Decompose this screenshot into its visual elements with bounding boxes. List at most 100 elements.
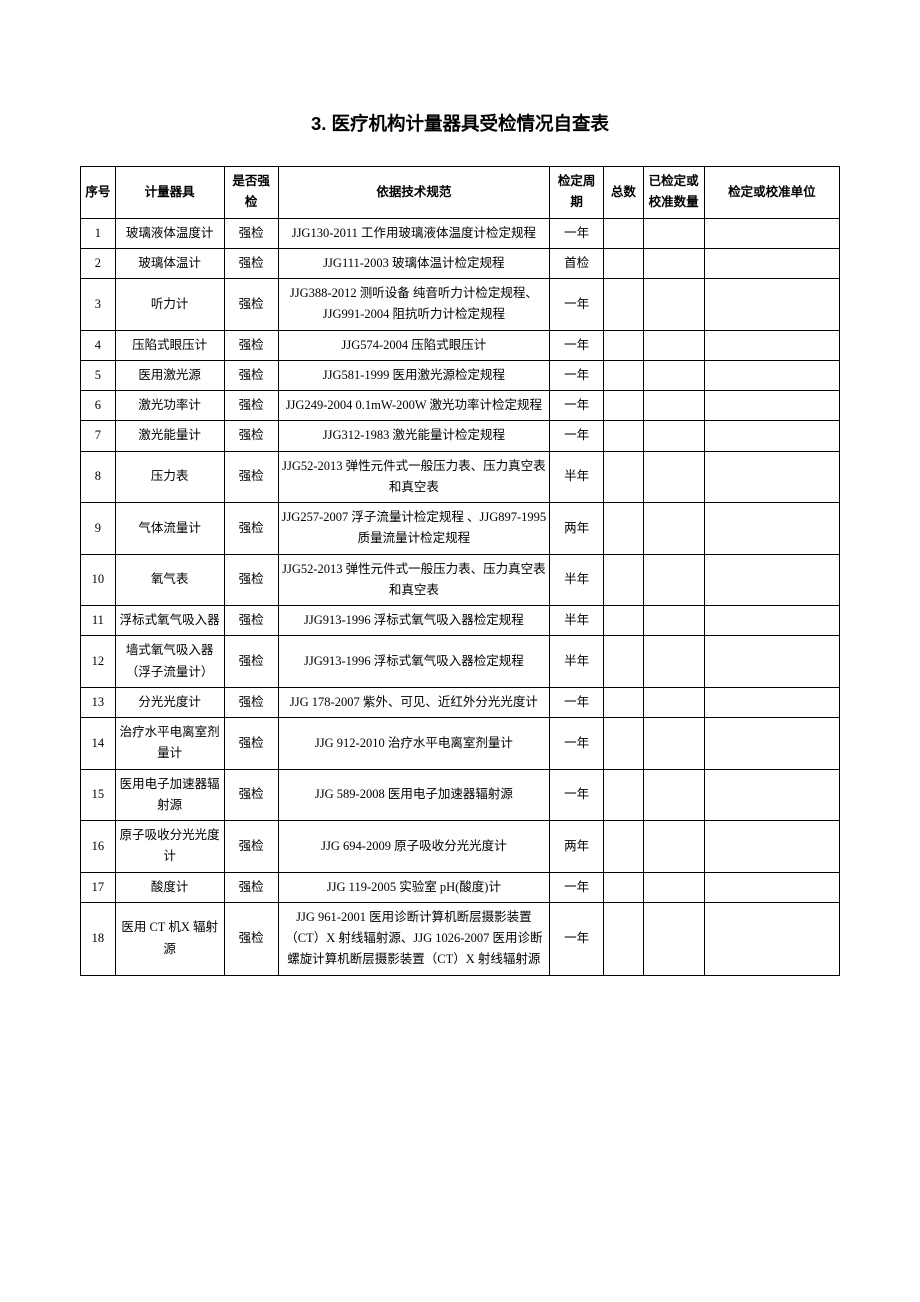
cell-total (604, 821, 644, 873)
cell-mandatory: 强检 (224, 554, 278, 606)
cell-total (604, 248, 644, 278)
cell-seq: 15 (81, 769, 116, 821)
cell-mandatory: 强检 (224, 451, 278, 503)
table-row: 7激光能量计强检JJG312-1983 激光能量计检定规程一年 (81, 421, 840, 451)
cell-done (643, 218, 704, 248)
cell-mandatory: 强检 (224, 636, 278, 688)
cell-spec: JJG 912-2010 治疗水平电离室剂量计 (278, 718, 550, 770)
cell-total (604, 218, 644, 248)
cell-instrument: 玻璃体温计 (115, 248, 224, 278)
cell-done (643, 718, 704, 770)
cell-unit (704, 360, 839, 390)
cell-spec: JJG913-1996 浮标式氧气吸入器检定规程 (278, 606, 550, 636)
cell-spec: JJG111-2003 玻璃体温计检定规程 (278, 248, 550, 278)
cell-period: 一年 (550, 872, 604, 902)
cell-unit (704, 902, 839, 975)
cell-period: 一年 (550, 902, 604, 975)
cell-mandatory: 强检 (224, 330, 278, 360)
cell-mandatory: 强检 (224, 872, 278, 902)
cell-done (643, 872, 704, 902)
cell-instrument: 治疗水平电离室剂量计 (115, 718, 224, 770)
table-row: 1玻璃液体温度计强检JJG130-2011 工作用玻璃液体温度计检定规程一年 (81, 218, 840, 248)
cell-seq: 14 (81, 718, 116, 770)
table-row: 13分光光度计强检JJG 178-2007 紫外、可见、近红外分光光度计一年 (81, 687, 840, 717)
cell-instrument: 气体流量计 (115, 503, 224, 555)
cell-total (604, 902, 644, 975)
col-period: 检定周期 (550, 167, 604, 219)
cell-spec: JJG 961-2001 医用诊断计算机断层摄影装置（CT）X 射线辐射源、JJ… (278, 902, 550, 975)
cell-period: 一年 (550, 279, 604, 331)
cell-period: 两年 (550, 821, 604, 873)
table-row: 5医用激光源强检JJG581-1999 医用激光源检定规程一年 (81, 360, 840, 390)
cell-instrument: 压力表 (115, 451, 224, 503)
cell-mandatory: 强检 (224, 718, 278, 770)
cell-mandatory: 强检 (224, 248, 278, 278)
cell-unit (704, 872, 839, 902)
cell-seq: 6 (81, 391, 116, 421)
cell-spec: JJG 694-2009 原子吸收分光光度计 (278, 821, 550, 873)
cell-seq: 3 (81, 279, 116, 331)
cell-period: 一年 (550, 687, 604, 717)
cell-spec: JJG388-2012 测听设备 纯音听力计检定规程、JJG991-2004 阻… (278, 279, 550, 331)
cell-unit (704, 451, 839, 503)
cell-done (643, 330, 704, 360)
cell-total (604, 718, 644, 770)
cell-done (643, 769, 704, 821)
cell-unit (704, 606, 839, 636)
cell-total (604, 872, 644, 902)
cell-mandatory: 强检 (224, 218, 278, 248)
cell-spec: JJG574-2004 压陷式眼压计 (278, 330, 550, 360)
cell-seq: 17 (81, 872, 116, 902)
cell-unit (704, 503, 839, 555)
cell-period: 两年 (550, 503, 604, 555)
cell-total (604, 421, 644, 451)
cell-mandatory: 强检 (224, 391, 278, 421)
cell-spec: JJG 589-2008 医用电子加速器辐射源 (278, 769, 550, 821)
cell-total (604, 769, 644, 821)
cell-total (604, 687, 644, 717)
cell-seq: 13 (81, 687, 116, 717)
cell-instrument: 分光光度计 (115, 687, 224, 717)
cell-instrument: 浮标式氧气吸入器 (115, 606, 224, 636)
cell-done (643, 902, 704, 975)
cell-done (643, 821, 704, 873)
cell-unit (704, 248, 839, 278)
cell-total (604, 360, 644, 390)
page-title: 3. 医疗机构计量器具受检情况自查表 (80, 110, 840, 136)
cell-period: 半年 (550, 554, 604, 606)
cell-unit (704, 279, 839, 331)
inspection-table: 序号 计量器具 是否强检 依据技术规范 检定周期 总数 已检定或校准数量 检定或… (80, 166, 840, 976)
cell-unit (704, 821, 839, 873)
cell-seq: 12 (81, 636, 116, 688)
cell-unit (704, 421, 839, 451)
col-unit: 检定或校准单位 (704, 167, 839, 219)
cell-total (604, 636, 644, 688)
cell-seq: 5 (81, 360, 116, 390)
cell-unit (704, 330, 839, 360)
col-total: 总数 (604, 167, 644, 219)
cell-done (643, 421, 704, 451)
cell-mandatory: 强检 (224, 769, 278, 821)
cell-spec: JJG249-2004 0.1mW-200W 激光功率计检定规程 (278, 391, 550, 421)
cell-instrument: 医用电子加速器辐射源 (115, 769, 224, 821)
cell-mandatory: 强检 (224, 279, 278, 331)
cell-seq: 8 (81, 451, 116, 503)
cell-total (604, 503, 644, 555)
cell-period: 一年 (550, 769, 604, 821)
cell-done (643, 606, 704, 636)
table-row: 6激光功率计强检JJG249-2004 0.1mW-200W 激光功率计检定规程… (81, 391, 840, 421)
cell-spec: JJG312-1983 激光能量计检定规程 (278, 421, 550, 451)
cell-period: 一年 (550, 330, 604, 360)
cell-seq: 10 (81, 554, 116, 606)
cell-spec: JJG257-2007 浮子流量计检定规程 、JJG897-1995 质量流量计… (278, 503, 550, 555)
cell-mandatory: 强检 (224, 360, 278, 390)
col-mandatory: 是否强检 (224, 167, 278, 219)
table-row: 4压陷式眼压计强检JJG574-2004 压陷式眼压计一年 (81, 330, 840, 360)
cell-spec: JJG581-1999 医用激光源检定规程 (278, 360, 550, 390)
cell-period: 半年 (550, 451, 604, 503)
cell-period: 一年 (550, 421, 604, 451)
cell-spec: JJG 178-2007 紫外、可见、近红外分光光度计 (278, 687, 550, 717)
cell-seq: 4 (81, 330, 116, 360)
table-row: 16原子吸收分光光度计强检JJG 694-2009 原子吸收分光光度计两年 (81, 821, 840, 873)
cell-period: 一年 (550, 718, 604, 770)
